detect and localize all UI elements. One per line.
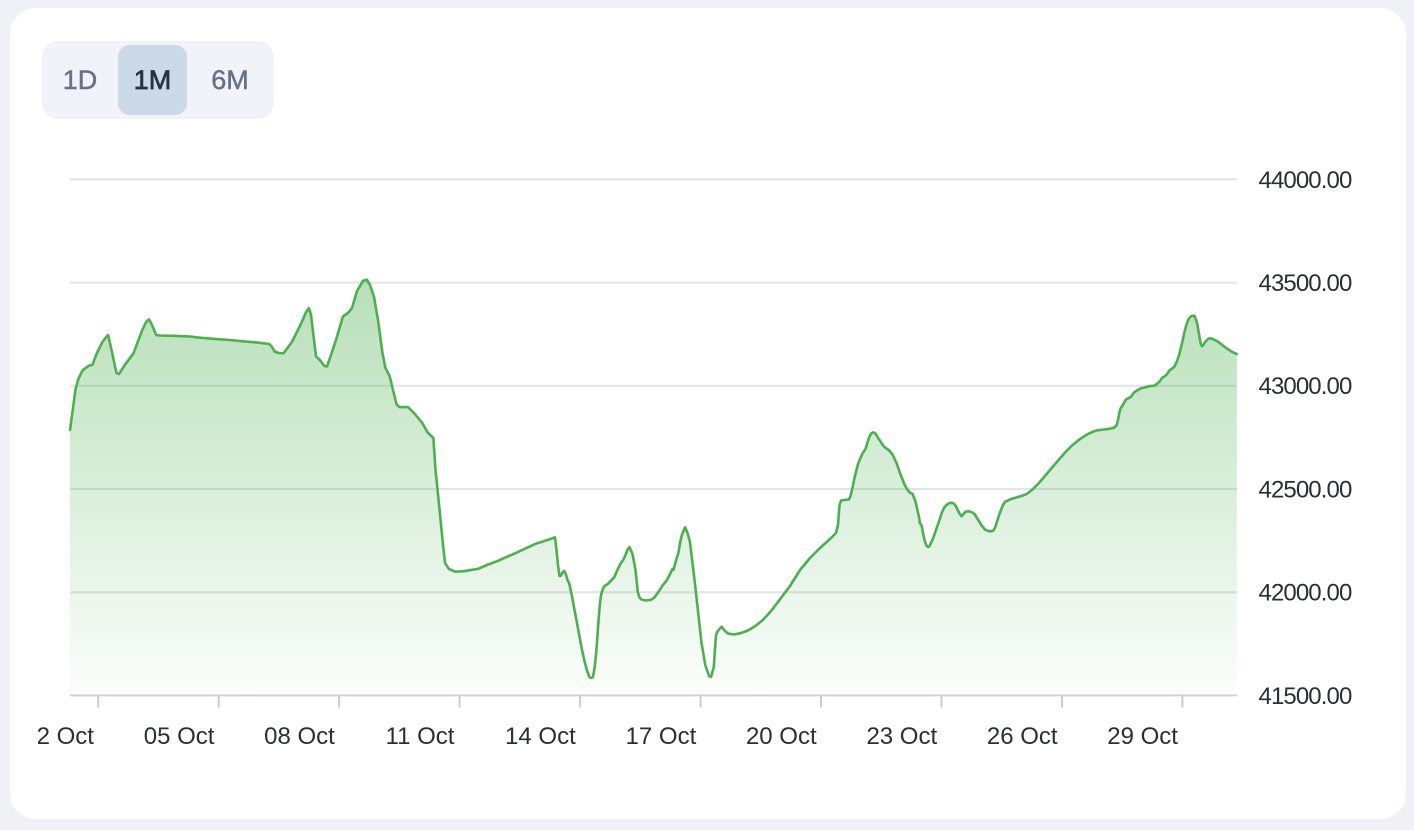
svg-text:43000.00: 43000.00	[1259, 373, 1352, 400]
svg-text:44000.00: 44000.00	[1259, 167, 1352, 194]
svg-text:17 Oct: 17 Oct	[626, 723, 697, 750]
svg-text:26 Oct: 26 Oct	[987, 723, 1058, 750]
svg-text:11 Oct: 11 Oct	[386, 723, 455, 750]
svg-text:14 Oct: 14 Oct	[505, 723, 576, 750]
svg-text:20 Oct: 20 Oct	[746, 723, 817, 750]
svg-text:43500.00: 43500.00	[1259, 270, 1352, 297]
svg-text:41500.00: 41500.00	[1259, 683, 1352, 710]
svg-text:23 Oct: 23 Oct	[866, 723, 937, 750]
svg-text:05 Oct: 05 Oct	[144, 723, 215, 750]
svg-text:29 Oct: 29 Oct	[1107, 723, 1178, 750]
svg-text:08 Oct: 08 Oct	[264, 723, 335, 750]
svg-text:42500.00: 42500.00	[1259, 476, 1352, 503]
svg-text:42000.00: 42000.00	[1259, 580, 1352, 607]
svg-text:02 Oct: 02 Oct	[38, 723, 94, 750]
